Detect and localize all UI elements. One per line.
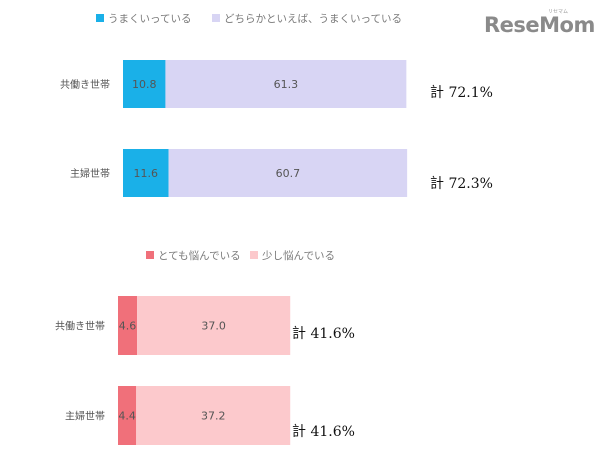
category-label: 主婦世帯 xyxy=(65,410,105,423)
value-label: 4.4 xyxy=(118,410,136,423)
bar-segment xyxy=(168,149,408,197)
bar-segment xyxy=(123,149,169,197)
bar-segment xyxy=(136,386,291,445)
legend-swatch xyxy=(146,251,154,259)
bar-segment xyxy=(165,60,407,108)
bar-segment xyxy=(118,296,138,355)
legend-label: うまくいっている xyxy=(108,13,191,25)
category-label: 主婦世帯 xyxy=(70,167,110,180)
legend-swatch xyxy=(212,14,220,22)
value-label: 61.3 xyxy=(274,78,299,91)
bar-segment xyxy=(123,60,166,108)
category-label: 共働き世帯 xyxy=(60,78,110,91)
logo-text: ReseMom xyxy=(484,13,595,37)
resemom-logo: リセマム ReseMom xyxy=(484,9,595,37)
legend-label: 少し悩んでいる xyxy=(262,249,335,262)
bar-segment xyxy=(137,296,291,355)
legend-label: とても悩んでいる xyxy=(158,249,241,262)
total-label: 計 72.1% xyxy=(430,85,493,101)
value-label: 10.8 xyxy=(132,78,157,91)
value-label: 37.0 xyxy=(201,320,226,333)
value-label: 37.2 xyxy=(201,410,226,423)
value-label: 4.6 xyxy=(119,320,137,333)
legend-label: どちらかといえば、うまくいっている xyxy=(224,13,402,25)
total-label: 計 41.6% xyxy=(292,326,355,342)
category-label: 共働き世帯 xyxy=(55,320,105,333)
value-label: 11.6 xyxy=(134,167,159,180)
legend-swatch xyxy=(250,251,258,259)
total-label: 計 72.3% xyxy=(430,176,493,192)
logo-ruby: リセマム xyxy=(548,9,568,15)
legend-swatch xyxy=(96,14,104,22)
total-label: 計 41.6% xyxy=(292,424,355,440)
value-label: 60.7 xyxy=(276,167,301,180)
bar-segment xyxy=(118,386,137,445)
